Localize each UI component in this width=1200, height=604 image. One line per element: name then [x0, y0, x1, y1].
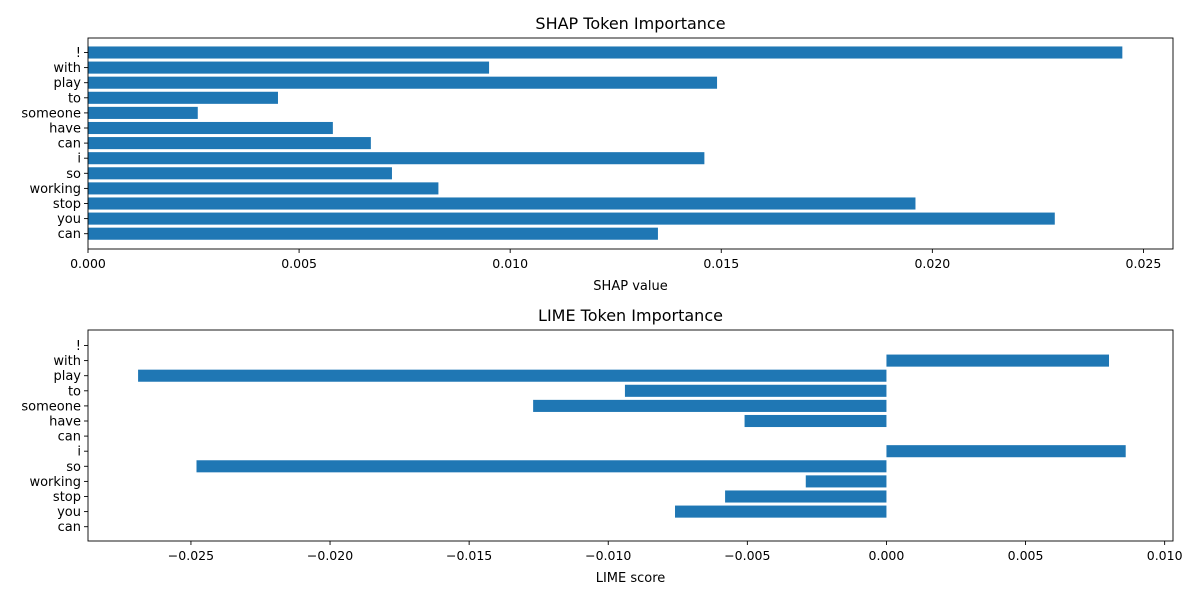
- lime-bar: [886, 354, 1110, 367]
- lime-bar: [533, 399, 887, 412]
- shap-chart-title: SHAP Token Importance: [535, 14, 725, 33]
- shap-bar: [88, 76, 718, 89]
- lime-ytick-label: working: [29, 475, 81, 490]
- lime-ytick-label: you: [57, 505, 81, 520]
- shap-xtick-label: 0.005: [281, 256, 317, 271]
- lime-ytick-label: can: [58, 430, 81, 445]
- lime-bar: [805, 475, 887, 488]
- shap-ytick-label: so: [66, 167, 81, 182]
- shap-bar: [88, 167, 392, 180]
- lime-ytick-label: can: [58, 520, 81, 535]
- shap-xtick-label: 0.000: [70, 256, 106, 271]
- shap-ytick-label: stop: [53, 197, 81, 212]
- lime-ytick-label: !: [76, 339, 81, 354]
- shap-bar: [88, 197, 916, 210]
- lime-ytick-label: have: [49, 415, 81, 430]
- shap-ytick-label: you: [57, 212, 81, 227]
- lime-bar: [675, 505, 887, 518]
- shap-bar: [88, 91, 278, 104]
- lime-xtick-label: 0.000: [869, 548, 905, 563]
- shap-xtick-label: 0.010: [492, 256, 528, 271]
- shap-bar: [88, 227, 658, 240]
- lime-bar: [138, 369, 887, 382]
- lime-xtick-label: −0.020: [307, 548, 353, 563]
- lime-bar: [886, 445, 1126, 458]
- lime-ytick-label: to: [68, 384, 81, 399]
- lime-ytick-label: stop: [53, 490, 81, 505]
- lime-ytick-label: someone: [21, 399, 81, 414]
- shap-bar: [88, 106, 198, 119]
- shap-xtick-label: 0.025: [1126, 256, 1162, 271]
- lime-bar: [744, 414, 887, 428]
- shap-ytick-label: !: [76, 46, 81, 61]
- lime-bar: [725, 490, 887, 503]
- shap-ytick-label: have: [49, 122, 81, 137]
- shap-ytick-label: to: [68, 91, 81, 106]
- shap-bar: [88, 182, 439, 195]
- lime-xtick-label: 0.005: [1008, 548, 1044, 563]
- shap-bar: [88, 137, 371, 150]
- shap-ytick-label: someone: [21, 106, 81, 121]
- lime-xtick-label: −0.010: [585, 548, 631, 563]
- shap-xtick-label: 0.020: [914, 256, 950, 271]
- shap-ytick-label: can: [58, 227, 81, 242]
- shap-bar: [88, 152, 705, 165]
- shap-ytick-label: play: [53, 76, 81, 91]
- lime-chart-title: LIME Token Importance: [538, 306, 723, 325]
- lime-ytick-label: with: [53, 354, 81, 369]
- shap-bar: [88, 46, 1123, 59]
- shap-ytick-label: with: [53, 61, 81, 76]
- lime-xtick-label: 0.010: [1147, 548, 1183, 563]
- shap-bar: [88, 61, 490, 74]
- lime-xtick-label: −0.025: [168, 548, 214, 563]
- shap-x-axis-label: SHAP value: [593, 279, 667, 294]
- lime-plot-frame: [87, 329, 1174, 542]
- lime-xtick-label: −0.015: [446, 548, 492, 563]
- shap-xtick-label: 0.015: [703, 256, 739, 271]
- lime-bar: [624, 384, 887, 397]
- shap-bar: [88, 212, 1055, 225]
- lime-ytick-label: play: [53, 369, 81, 384]
- shap-ytick-label: i: [77, 152, 81, 167]
- shap-ytick-label: working: [29, 182, 81, 197]
- shap-bar: [88, 121, 333, 135]
- lime-bar: [196, 460, 887, 473]
- shap-ytick-label: can: [58, 137, 81, 152]
- lime-ytick-label: so: [66, 460, 81, 475]
- lime-xtick-label: −0.005: [724, 548, 770, 563]
- lime-ytick-label: i: [77, 445, 81, 460]
- lime-x-axis-label: LIME score: [596, 571, 666, 586]
